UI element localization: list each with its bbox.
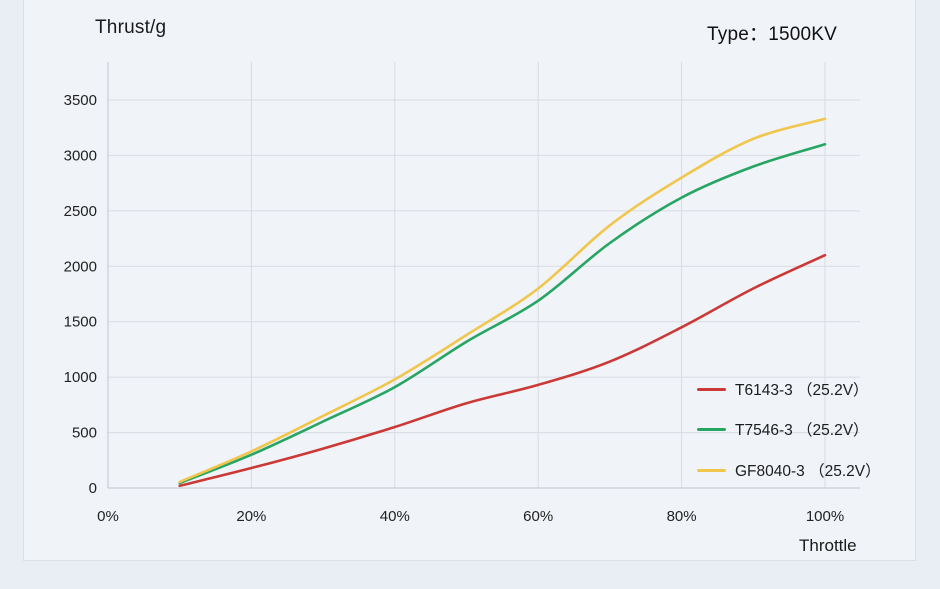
y-tick-label: 500	[72, 425, 97, 442]
axes	[107, 62, 860, 489]
type-label: Type：1500KV	[707, 24, 838, 45]
y-axis-title: Thrust/g	[95, 17, 167, 38]
series-line-gf8040-3	[178, 117, 827, 484]
x-tick-label: 100%	[806, 508, 844, 525]
series-line-t6143-3	[178, 253, 827, 488]
x-tick-label: 20%	[236, 508, 266, 525]
y-tick-label: 3000	[64, 147, 97, 164]
series-lines	[178, 117, 827, 488]
y-tick-label: 2500	[64, 203, 97, 220]
y-tick-label: 1500	[64, 314, 97, 331]
y-tick-label: 1000	[64, 369, 97, 386]
y-tick-label: 2000	[64, 258, 97, 275]
y-tick-label: 0	[89, 480, 97, 497]
y-tick-labels: 0 500 1000 1500 2000 2500 3000 3500	[64, 92, 97, 497]
x-tick-label: 0%	[97, 508, 119, 525]
x-axis-title: Throttle	[799, 536, 857, 555]
v-gridlines	[250, 62, 826, 488]
x-tick-label: 60%	[523, 508, 553, 525]
series-line-t7546-3	[178, 143, 827, 485]
x-tick-labels: 0% 20% 40% 60% 80% 100%	[97, 508, 844, 525]
x-tick-label: 40%	[380, 508, 410, 525]
h-gridlines	[108, 99, 860, 434]
x-tick-label: 80%	[667, 508, 697, 525]
y-tick-label: 3500	[64, 92, 97, 109]
